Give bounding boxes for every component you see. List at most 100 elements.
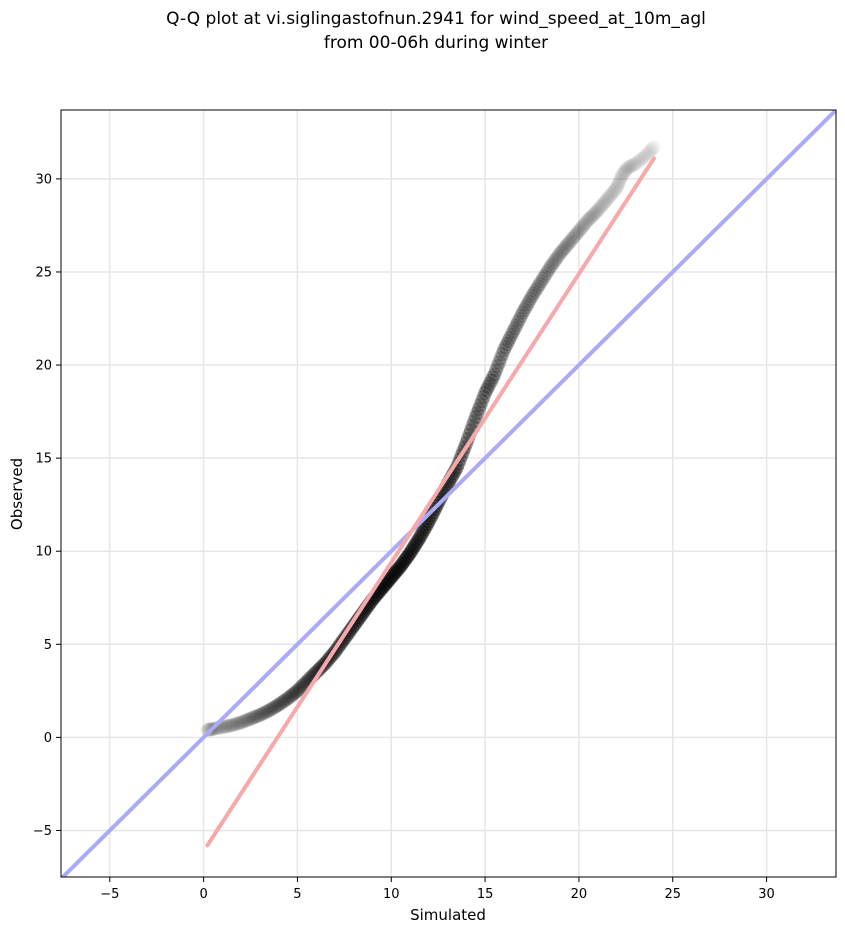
quantile-point (224, 718, 239, 733)
quantile-point (582, 211, 597, 226)
quantile-point (266, 700, 281, 715)
quantile-point (396, 554, 411, 569)
quantile-point (614, 170, 629, 185)
quantile-point (489, 363, 504, 378)
quantile-point (471, 402, 486, 417)
quantile-point (529, 281, 544, 296)
quantile-point (548, 252, 563, 267)
quantile-point (378, 577, 393, 592)
x-tick-label: 5 (293, 887, 301, 902)
quantile-point (615, 168, 630, 183)
quantile-point (288, 685, 303, 700)
quantile-point (593, 199, 608, 214)
quantile-point (504, 327, 519, 342)
quantile-point (409, 536, 424, 551)
x-axis-label: Simulated (410, 906, 486, 924)
quantile-point (578, 216, 593, 231)
quantile-point (476, 390, 491, 405)
quantile-point (387, 566, 402, 581)
quantile-point (243, 711, 258, 726)
x-tick-label: 10 (383, 887, 400, 902)
chart-title-line2: from 00-06h during winter (324, 33, 548, 53)
quantile-point (621, 160, 636, 175)
quantile-point (616, 165, 631, 180)
quantile-point (568, 227, 583, 242)
quantile-point (284, 688, 299, 703)
quantile-point (229, 716, 244, 731)
quantile-point (499, 336, 514, 351)
y-tick-label: 20 (35, 359, 52, 374)
quantile-point (546, 255, 561, 270)
quantile-point (249, 709, 264, 724)
quantile-point (482, 376, 497, 391)
quantile-point (468, 410, 483, 425)
quantile-point (595, 197, 610, 212)
quantile-point (296, 677, 311, 692)
quantile-point (241, 712, 256, 727)
quantile-point (235, 714, 250, 729)
quantile-point (484, 373, 499, 388)
quantile-point (268, 699, 283, 714)
quantile-point (531, 279, 546, 294)
quantile-point (496, 343, 511, 358)
y-tick-label: 30 (35, 172, 52, 187)
quantile-points (200, 160, 636, 737)
fit-line (205, 156, 656, 848)
quantile-point (525, 289, 540, 304)
quantile-point (498, 340, 513, 355)
quantile-point (603, 188, 618, 203)
quantile-point (559, 238, 574, 253)
quantile-point (564, 233, 579, 248)
quantile-point (560, 237, 575, 252)
quantile-point (256, 706, 271, 721)
quantile-point (240, 713, 255, 728)
quantile-point (507, 321, 522, 336)
quantile-point (592, 201, 607, 216)
quantile-point (562, 235, 577, 250)
quantile-point (556, 242, 571, 257)
quantile-point (470, 406, 485, 421)
quantile-point (537, 269, 552, 284)
quantile-point (619, 161, 634, 176)
quantile-point (251, 708, 266, 723)
quantile-point (279, 692, 294, 707)
quantile-point (598, 194, 613, 209)
quantile-point (542, 261, 557, 276)
quantile-point (506, 324, 521, 339)
quantile-point (581, 212, 596, 227)
quantile-point (604, 186, 619, 201)
quantile-point (388, 564, 403, 579)
quantile-point (606, 184, 621, 199)
quantile-point (523, 291, 538, 306)
y-tick-label: 10 (35, 545, 52, 560)
y-tick-label: −5 (33, 824, 52, 839)
quantile-point (415, 525, 430, 540)
quantile-point (543, 259, 558, 274)
y-tick-label: 5 (44, 638, 52, 653)
quantile-point (281, 691, 296, 706)
quantile-point (571, 224, 586, 239)
quantile-point (526, 286, 541, 301)
quantile-point (512, 312, 527, 327)
x-tick-label: 30 (758, 887, 775, 902)
quantile-point (485, 370, 500, 385)
quantile-point (503, 330, 518, 345)
quantile-point (550, 250, 565, 265)
quantile-point (393, 559, 408, 574)
quantile-point (510, 315, 525, 330)
quantile-point (620, 160, 635, 175)
quantile-point (573, 222, 588, 237)
quantile-point (609, 181, 624, 196)
quantile-point (528, 284, 543, 299)
quantile-point (535, 271, 550, 286)
chart-title-line1: Q-Q plot at vi.siglingastofnun.2941 for … (166, 9, 706, 29)
quantile-point (392, 560, 407, 575)
quantile-point (382, 572, 397, 587)
x-tick-label: −5 (100, 887, 119, 902)
quantile-point (613, 172, 628, 187)
quantile-point (617, 164, 632, 179)
quantile-point (473, 398, 488, 413)
quantile-point (201, 722, 216, 737)
quantile-point (292, 682, 307, 697)
quantile-point (220, 719, 235, 734)
